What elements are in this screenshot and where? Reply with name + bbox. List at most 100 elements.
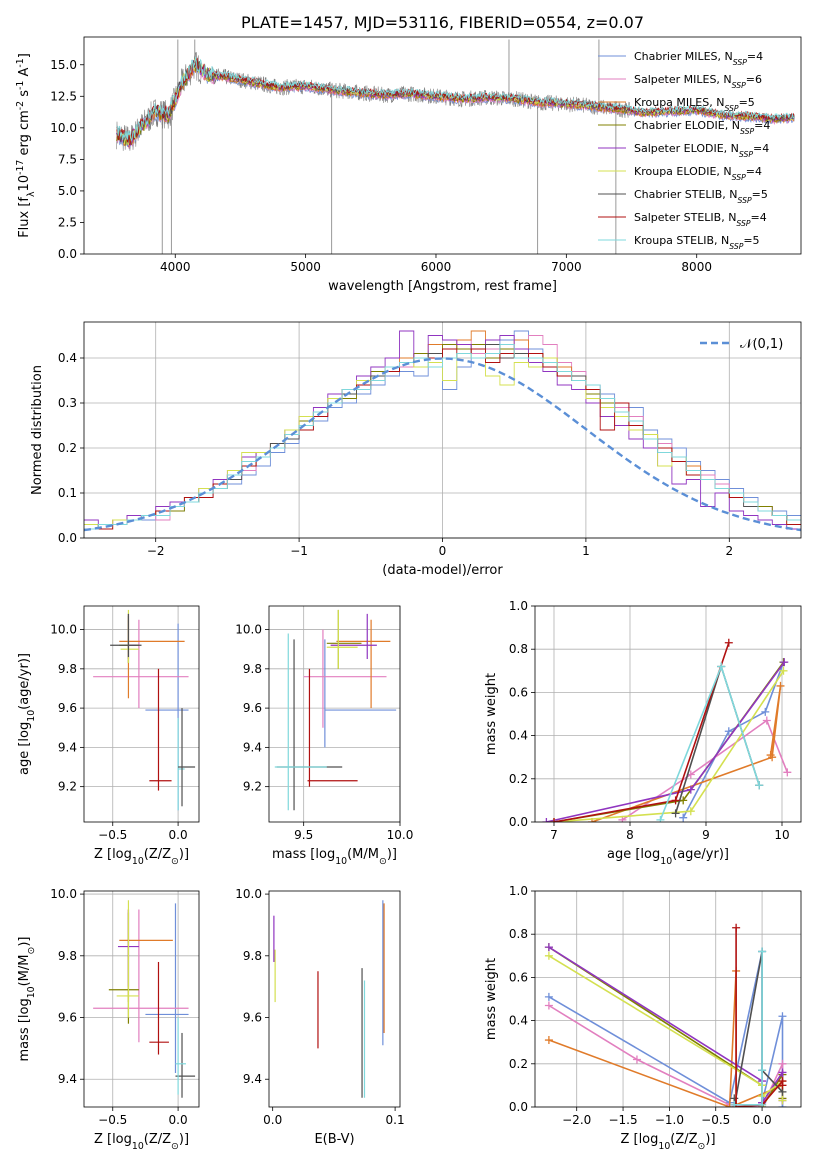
axes-mass_weight_vs_Z (531, 890, 801, 1111)
x-axis-label: Z [log10(Z/Z⊙)] (94, 1132, 189, 1152)
gaussian-curve (84, 357, 801, 532)
legend-entry: Salpeter ELODIE, NSSP=4 (634, 142, 769, 159)
y-axis-label: Flux [fλ10-17 erg cm-2 s-1 A-1] (15, 53, 37, 238)
y-tick-label: 10.0 (50, 121, 77, 135)
series-line (682, 661, 785, 819)
y-tick-label: 0.2 (58, 441, 77, 455)
y-tick-label: 10.0 (50, 887, 77, 901)
x-tick-label: 7000 (551, 260, 582, 274)
x-tick-label: −0.5 (98, 1113, 127, 1127)
series-marker (755, 781, 764, 790)
x-axis-label: age [log10(age/yr)] (607, 847, 729, 867)
y-tick-label: 9.2 (58, 780, 77, 794)
series-line (734, 951, 763, 1106)
axes-frame (534, 605, 802, 823)
axes-age_vs_Z (80, 606, 199, 826)
legend-entry: Kroupa ELODIE, NSSP=4 (634, 165, 762, 182)
series-marker (779, 666, 788, 675)
series-marker (550, 818, 558, 822)
y-tick-label: 0.4 (58, 351, 77, 365)
x-tick-label: 0 (439, 544, 447, 558)
series-marker (783, 768, 792, 777)
series-marker (656, 815, 665, 822)
y-tick-label: 9.8 (243, 662, 262, 676)
series-marker (544, 1036, 553, 1045)
y-tick-label: 0.6 (509, 685, 528, 699)
y-tick-label: 9.4 (243, 740, 262, 754)
series-marker (732, 923, 741, 932)
y-tick-label: 10.0 (235, 887, 262, 901)
y-tick-label: 1.0 (509, 884, 528, 898)
axes-age_vs_mass (265, 606, 401, 826)
x-tick-label: −2 (147, 544, 165, 558)
y-tick-label: 0.1 (58, 486, 77, 500)
series-marker (632, 1055, 641, 1064)
series-marker (724, 638, 733, 647)
series-marker (758, 1066, 767, 1075)
y-tick-label: 10.0 (50, 623, 77, 637)
spectrum-model-line (116, 61, 795, 149)
series-marker (758, 1100, 767, 1107)
series-marker (717, 662, 726, 671)
legend-entry: Chabrier STELIB, NSSP=5 (634, 188, 768, 205)
x-tick-label: −1.0 (655, 1113, 684, 1127)
y-axis-label: mass [log10(M/M⊙)] (17, 937, 37, 1062)
legend: Chabrier MILES, NSSP=4 Salpeter MILES, NS… (598, 50, 770, 251)
series-marker (544, 992, 553, 1001)
series-line (553, 642, 730, 822)
y-tick-label: 9.8 (58, 662, 77, 676)
y-tick-label: 2.5 (58, 215, 77, 229)
x-tick-label: 1 (582, 544, 590, 558)
y-tick-label: 12.5 (50, 89, 77, 103)
y-axis-label: age [log10(age/yr)] (17, 653, 37, 775)
x-tick-label: 9 (702, 828, 710, 842)
y-tick-label: 0.6 (509, 970, 528, 984)
y-tick-label: 0.4 (509, 1014, 528, 1028)
y-tick-label: 9.4 (243, 1072, 262, 1086)
series-line (548, 970, 783, 1107)
series-marker (778, 1068, 787, 1077)
y-axis-label: mass weight (484, 673, 499, 755)
x-tick-label: 0.0 (753, 1113, 772, 1127)
series-marker (766, 751, 775, 760)
x-tick-label: 0.0 (169, 1113, 188, 1127)
x-tick-label: 6000 (421, 260, 452, 274)
legend-gaussian-label: 𝒩(0,1) (740, 337, 783, 352)
series-marker (679, 796, 688, 805)
y-tick-label: 10.0 (235, 623, 262, 637)
x-axis-label: (data-model)/error (382, 563, 503, 578)
y-tick-label: 15.0 (50, 58, 77, 72)
series-marker (758, 947, 767, 956)
x-tick-label: −1.5 (608, 1113, 637, 1127)
axes-residuals (80, 322, 801, 542)
y-tick-label: 0.2 (509, 1057, 528, 1071)
y-tick-label: 9.4 (58, 740, 77, 754)
series-marker (671, 796, 680, 805)
y-tick-label: 9.2 (243, 780, 262, 794)
x-tick-label: 10 (774, 828, 789, 842)
x-tick-label: 0.0 (263, 1113, 282, 1127)
y-tick-label: 0.0 (58, 247, 77, 261)
y-tick-label: 0.8 (509, 642, 528, 656)
x-tick-label: 7 (550, 828, 558, 842)
series-marker (778, 1081, 787, 1090)
x-tick-label: −2.0 (562, 1113, 591, 1127)
series-marker (542, 818, 551, 822)
y-tick-label: 0.2 (509, 772, 528, 786)
series-marker (686, 807, 695, 816)
series-marker (762, 716, 771, 725)
legend-entry: Salpeter STELIB, NSSP=4 (634, 211, 767, 228)
y-tick-label: 9.6 (243, 1011, 262, 1025)
spectrum-model-line (116, 56, 795, 142)
axes-frame (83, 321, 802, 539)
legend-entry: Chabrier ELODIE, NSSP=4 (634, 119, 770, 136)
x-tick-label: −0.5 (701, 1113, 730, 1127)
x-tick-label: 8 (626, 828, 634, 842)
series-marker (544, 943, 553, 952)
x-tick-label: 5000 (290, 260, 321, 274)
y-tick-label: 0.0 (509, 1100, 528, 1114)
y-tick-label: 0.3 (58, 396, 77, 410)
x-axis-label: wavelength [Angstrom, rest frame] (328, 279, 557, 294)
x-axis-label: Z [log10(Z/Z⊙)] (94, 847, 189, 867)
y-tick-label: 9.6 (58, 701, 77, 715)
